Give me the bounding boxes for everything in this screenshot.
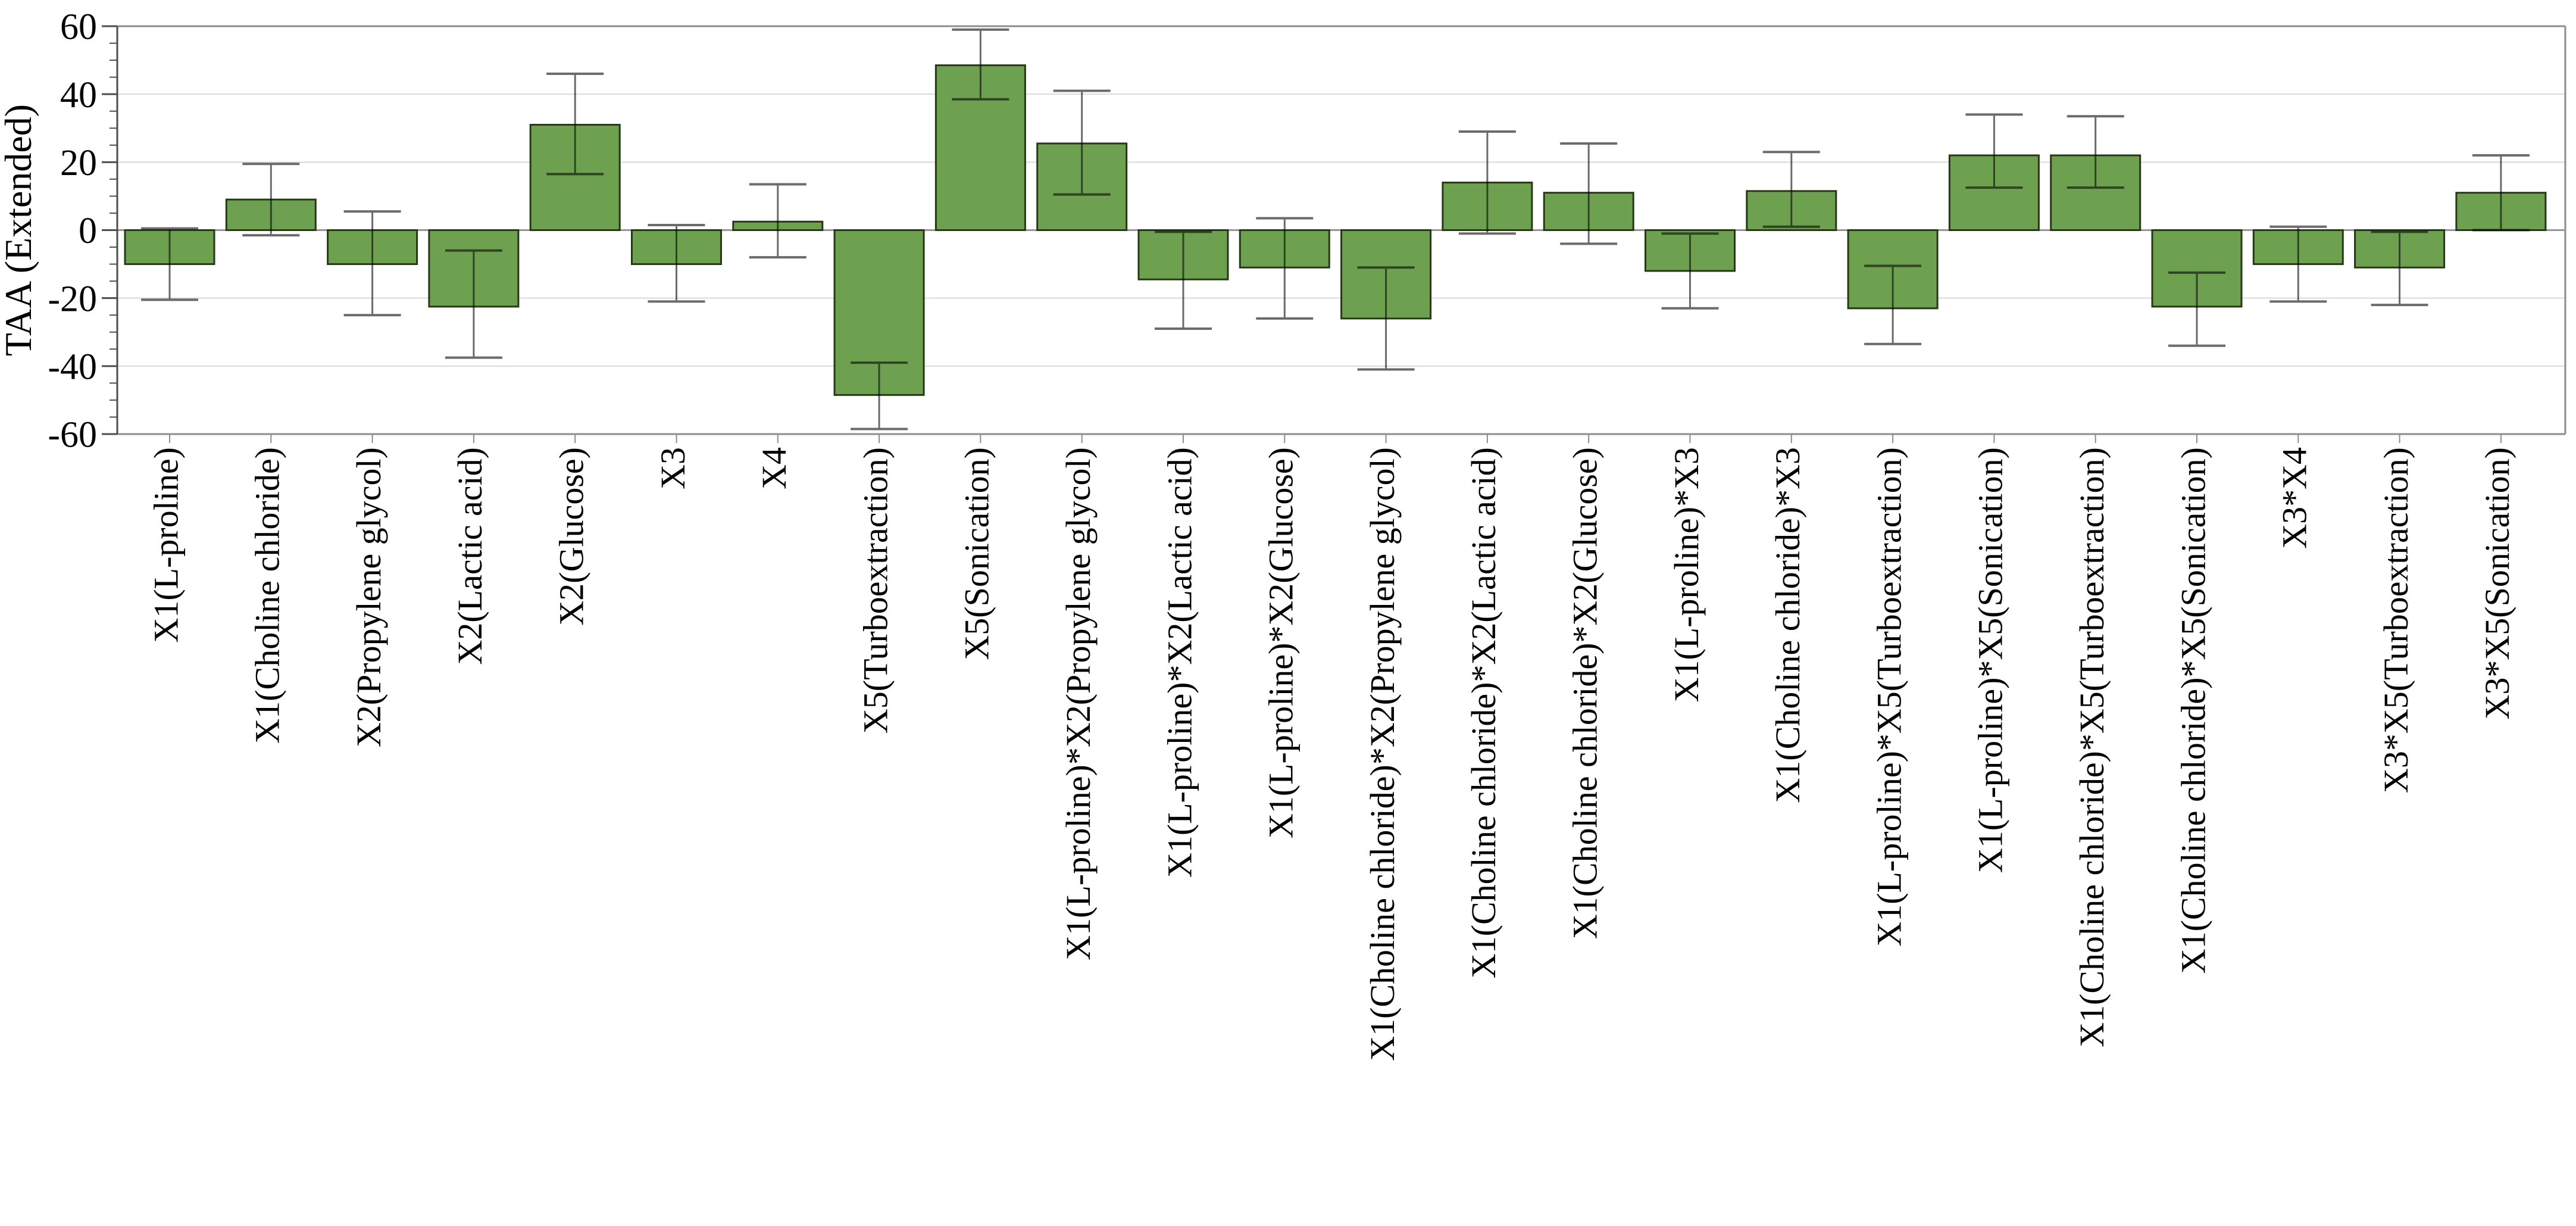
x-tick-label: X1(L-proline)*X5(Turboextraction)	[1870, 447, 1908, 947]
y-tick-label: 20	[60, 143, 97, 183]
x-tick-label: X1(L-proline)*X5(Sonication)	[1971, 447, 2010, 873]
x-tick-label: X1(Choline chloride)*X3	[1768, 447, 1807, 803]
y-tick-label: 60	[60, 7, 97, 48]
x-tick-label: X1(Choline chloride)*X5(Turboextraction)	[2072, 447, 2111, 1047]
x-tick-label: X1(L-proline)*X3	[1667, 447, 1706, 702]
x-tick-label: X1(Choline chloride)*X2(Glucose)	[1566, 447, 1605, 939]
x-tick-label: X4	[755, 447, 793, 489]
x-tick-label: X1(Choline chloride)*X2(Propylene glycol…	[1363, 447, 1402, 1061]
x-tick-label: X3*X5(Turboextraction)	[2377, 447, 2415, 793]
x-tick-label: X1(Choline chloride)	[248, 447, 287, 744]
x-tick-label: X1(L-proline)	[146, 447, 185, 643]
y-tick-label: -40	[48, 347, 97, 388]
x-tick-label: X3	[654, 447, 692, 489]
x-tick-label: X1(L-proline)*X2(Lactic acid)	[1160, 447, 1199, 878]
x-tick-label: X2(Propylene glycol)	[349, 447, 388, 747]
x-tick-label: X3*X5(Sonication)	[2478, 447, 2516, 720]
x-tick-label: X2(Lactic acid)	[451, 447, 489, 665]
y-tick-label: 0	[79, 211, 97, 251]
x-tick-label: X1(Choline chloride)*X2(Lactic acid)	[1464, 447, 1503, 978]
x-tick-label: X1(L-proline)*X2(Propylene glycol)	[1059, 447, 1098, 960]
x-tick-label: X1(L-proline)*X2(Glucose)	[1262, 447, 1300, 838]
x-tick-label: X3*X4	[2275, 447, 2314, 549]
x-tick-label: X5(Turboextraction)	[856, 447, 895, 734]
y-tick-label: -60	[48, 415, 97, 456]
x-tick-label: X1(Choline chloride)*X5(Sonication)	[2174, 447, 2212, 974]
x-tick-label: X2(Glucose)	[552, 447, 591, 626]
x-tick-label: X5(Sonication)	[958, 447, 996, 660]
y-tick-label: 40	[60, 75, 97, 116]
error-bars-group	[141, 28, 2530, 430]
y-tick-label: -20	[48, 279, 97, 319]
y-axis-title: TAA (Extended)	[0, 104, 39, 356]
